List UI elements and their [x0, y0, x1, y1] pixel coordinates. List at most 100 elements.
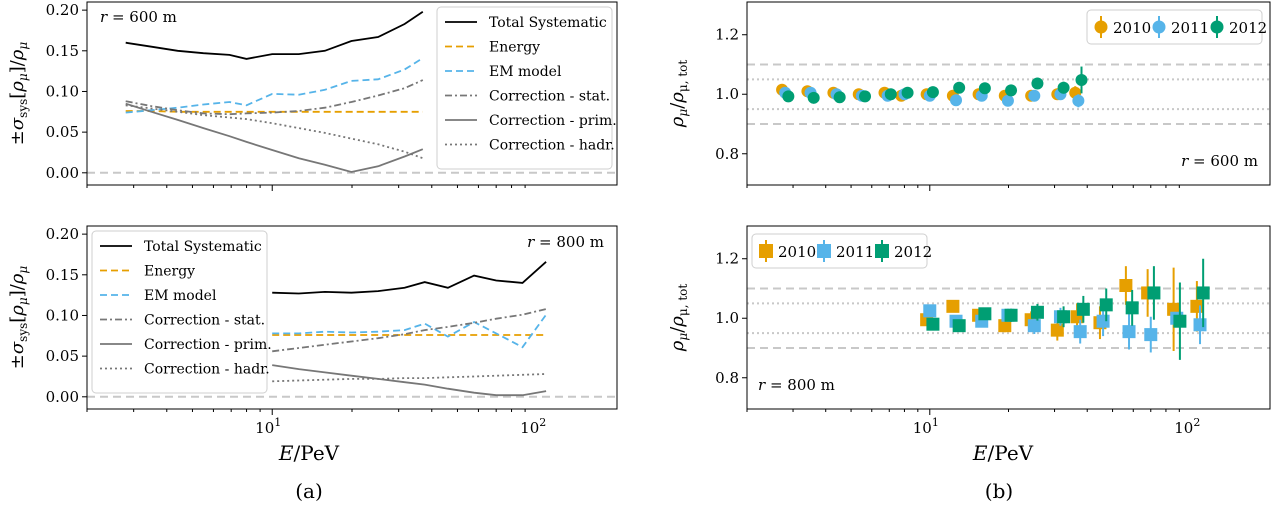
x-axis-label-left: E/PeV	[278, 441, 340, 465]
data-point-2012	[782, 90, 795, 103]
legend-label-em-model: EM model	[144, 288, 217, 304]
y-tick-label: 1.2	[715, 26, 739, 44]
legend-marker-2012	[1210, 20, 1224, 34]
y-axis-label: ρμ/ρμ, tot	[667, 60, 690, 129]
data-point-2011	[923, 304, 937, 318]
data-point-2012	[1005, 84, 1018, 97]
data-point-2012	[926, 86, 939, 99]
legend-box	[91, 230, 268, 394]
chart-panel-a-bottom: 0.00 0.05 0.10 0.15 0.20 101 102 ±σsys[ρμ]/ρμ r …	[7, 225, 618, 437]
y-axis-label: ρμ/ρμ, tot	[667, 284, 690, 353]
data-point-2012	[978, 307, 992, 321]
legend-box	[751, 233, 928, 269]
legend-label-correction-hadr: Correction - hadr.	[489, 138, 615, 154]
x-tick-label: 102	[1174, 416, 1200, 437]
data-point-2012	[978, 82, 991, 95]
legend-marker-2010	[759, 244, 773, 258]
data-point-2012	[1076, 302, 1090, 316]
data-point-2012	[833, 91, 846, 104]
legend-marker-2011	[817, 244, 831, 258]
series-line-correction-stat	[125, 79, 424, 116]
data-point-2011	[1122, 325, 1136, 339]
series-line-total-systematic	[272, 261, 547, 295]
y-tick-label: 0.00	[46, 164, 79, 182]
legend-label-energy: Energy	[144, 264, 195, 280]
data-point-2011	[1193, 318, 1207, 332]
plot-area	[920, 258, 1210, 360]
data-point-2010	[998, 319, 1012, 333]
plot-area	[272, 261, 547, 397]
y-tick-label: 1.0	[715, 85, 739, 103]
data-point-2011	[1144, 328, 1158, 342]
radius-annotation: r = 800 m	[527, 233, 604, 251]
series-line-correction-hadr	[272, 373, 547, 383]
y-tick-label: 0.20	[46, 1, 79, 19]
data-point-2012	[1173, 314, 1187, 328]
panel-caption-b: (b)	[985, 479, 1013, 503]
series-line-em-model	[272, 314, 547, 349]
legend-label-em-model: EM model	[489, 64, 562, 80]
legend-label-2012: 2012	[894, 243, 932, 261]
data-point-2012	[901, 86, 914, 99]
data-point-2012	[926, 317, 940, 331]
data-point-2010	[1119, 279, 1133, 293]
data-point-2010	[1190, 299, 1204, 313]
legend-label-2010: 2010	[778, 243, 816, 261]
legend: 2010 2011 2012	[751, 233, 932, 269]
legend-label-total-systematic: Total Systematic	[144, 239, 262, 255]
legend-label-correction-hadr: Correction - hadr.	[144, 362, 270, 378]
data-point-2012	[859, 90, 872, 103]
data-point-2011	[1027, 319, 1041, 333]
legend: Total Systematic Energy EM model Correction…	[436, 6, 617, 170]
radius-annotation: r = 800 m	[758, 376, 835, 394]
y-tick-label: 0.10	[46, 82, 79, 100]
plot-area	[125, 11, 424, 173]
data-point-2012	[1031, 77, 1044, 90]
data-point-2011	[950, 94, 963, 107]
y-tick-label: 0.05	[46, 123, 79, 141]
data-point-2011	[1001, 94, 1014, 107]
x-tick-label: 102	[520, 416, 546, 437]
data-point-2012	[952, 319, 966, 333]
legend-label-energy: Energy	[489, 40, 540, 56]
legend-box	[1086, 9, 1263, 45]
series-line-correction-prim	[272, 364, 547, 397]
data-point-2011	[1072, 94, 1085, 107]
legend-marker-2012	[875, 244, 889, 258]
plot-area	[776, 66, 1088, 108]
legend-label-correction-prim: Correction - prim.	[489, 113, 617, 129]
legend-label-correction-stat: Correction - stat.	[144, 313, 265, 329]
legend-marker-2011	[1152, 20, 1166, 34]
legend-label-correction-stat: Correction - stat.	[489, 89, 610, 105]
series-line-energy	[125, 110, 423, 113]
data-point-2012	[1196, 286, 1210, 300]
data-point-2012	[1057, 81, 1070, 94]
data-point-2011	[1073, 325, 1087, 339]
data-point-2012	[1004, 308, 1018, 322]
y-tick-label: 1.0	[715, 309, 739, 327]
data-point-2012	[884, 88, 897, 101]
x-tick-label: 101	[913, 416, 939, 437]
chart-panel-a-top: 0.00 0.05 0.10 0.15 0.20 ±σsys[ρμ]/ρμ r = 600 …	[7, 1, 618, 191]
y-tick-label: 0.00	[46, 388, 79, 406]
series-line-total-systematic	[125, 11, 424, 60]
chart-panel-b-top: 0.8 1.0 1.2 ρμ/ρμ, tot r = 600 m 2010 2011 2012	[667, 1, 1271, 191]
y-tick-label: 0.8	[715, 369, 739, 387]
y-tick-label: 0.15	[46, 266, 79, 284]
legend: 2010 2011 2012	[1086, 9, 1267, 45]
y-tick-label: 0.05	[46, 347, 79, 365]
legend-label-correction-prim: Correction - prim.	[144, 337, 272, 353]
legend-label-2011: 2011	[1171, 19, 1209, 37]
legend-label-2010: 2010	[1113, 19, 1151, 37]
legend: Total Systematic Energy EM model Correction…	[91, 230, 272, 394]
data-point-2010	[1050, 323, 1064, 337]
y-tick-label: 1.2	[715, 250, 739, 268]
legend-label-2011: 2011	[836, 243, 874, 261]
data-point-2012	[807, 91, 820, 104]
data-point-2012	[1057, 310, 1071, 324]
data-point-2012	[953, 81, 966, 94]
legend-marker-2010	[1094, 20, 1108, 34]
data-point-2012	[1147, 286, 1161, 300]
